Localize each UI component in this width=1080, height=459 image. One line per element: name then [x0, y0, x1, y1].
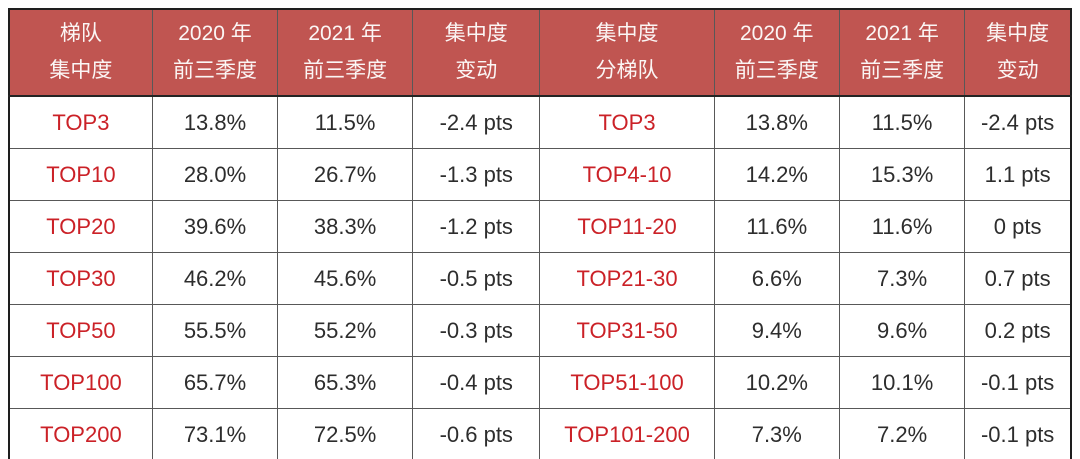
cell-2020-value: 13.8%	[151, 95, 279, 149]
cell-2020-value: 46.2%	[151, 252, 279, 305]
header-line: 2020 年	[740, 22, 814, 46]
cell-2020-value: 73.1%	[151, 408, 279, 459]
concentration-table-container: 梯队 集中度 2020 年 前三季度 2021 年 前三季度 集中度 变动	[8, 8, 1072, 459]
cell-2020-value: 55.5%	[151, 304, 279, 357]
header-2020-q1-3-left: 2020 年 前三季度	[151, 8, 279, 97]
cell-2020-value: 13.8%	[713, 95, 840, 149]
cell-change-value: -2.4 pts	[412, 95, 541, 149]
header-change-left: 集中度 变动	[412, 8, 541, 97]
header-tier-concentration: 梯队 集中度	[8, 8, 153, 97]
cell-tier-band: TOP4-10	[539, 148, 715, 201]
cell-2020-value: 65.7%	[151, 356, 279, 409]
cell-tier: TOP30	[8, 252, 153, 305]
cell-2021-value: 65.3%	[277, 356, 414, 409]
concentration-table: 梯队 集中度 2020 年 前三季度 2021 年 前三季度 集中度 变动	[8, 8, 1072, 459]
header-tier-breakdown: 集中度 分梯队	[539, 8, 715, 97]
header-line: 前三季度	[173, 58, 258, 82]
cell-tier: TOP200	[8, 408, 153, 459]
header-line: 前三季度	[734, 58, 819, 82]
table-row: TOP200 73.1% 72.5% -0.6 pts TOP101-200 7…	[8, 408, 1072, 459]
cell-2020-value: 39.6%	[151, 200, 279, 253]
table-row: TOP3 13.8% 11.5% -2.4 pts TOP3 13.8% 11.…	[8, 95, 1072, 149]
cell-2020-value: 11.6%	[713, 200, 840, 253]
cell-2021-value: 11.6%	[838, 200, 966, 253]
cell-2020-value: 7.3%	[713, 408, 840, 459]
cell-change-value: 0.7 pts	[964, 252, 1072, 305]
cell-2020-value: 6.6%	[713, 252, 840, 305]
cell-tier: TOP3	[8, 95, 153, 149]
cell-2021-value: 15.3%	[838, 148, 966, 201]
cell-change-value: 0.2 pts	[964, 304, 1072, 357]
table-row: TOP10 28.0% 26.7% -1.3 pts TOP4-10 14.2%…	[8, 148, 1072, 201]
cell-change-value: -0.1 pts	[964, 408, 1072, 459]
cell-2020-value: 9.4%	[713, 304, 840, 357]
cell-2020-value: 28.0%	[151, 148, 279, 201]
header-line: 变动	[455, 58, 498, 82]
header-2021-q1-3-right: 2021 年 前三季度	[838, 8, 966, 97]
table-row: TOP100 65.7% 65.3% -0.4 pts TOP51-100 10…	[8, 356, 1072, 409]
cell-change-value: -2.4 pts	[964, 95, 1072, 149]
header-line: 变动	[996, 58, 1039, 82]
cell-change-value: 1.1 pts	[964, 148, 1072, 201]
cell-2021-value: 72.5%	[277, 408, 414, 459]
cell-2021-value: 38.3%	[277, 200, 414, 253]
cell-2021-value: 11.5%	[838, 95, 966, 149]
cell-change-value: -0.1 pts	[964, 356, 1072, 409]
cell-2021-value: 9.6%	[838, 304, 966, 357]
header-line: 梯队	[59, 22, 102, 46]
cell-2021-value: 11.5%	[277, 95, 414, 149]
cell-tier-band: TOP101-200	[539, 408, 715, 459]
cell-2021-value: 55.2%	[277, 304, 414, 357]
header-2021-q1-3-left: 2021 年 前三季度	[277, 8, 414, 97]
header-line: 前三季度	[860, 58, 945, 82]
cell-tier: TOP10	[8, 148, 153, 201]
cell-tier: TOP20	[8, 200, 153, 253]
table-header-row: 梯队 集中度 2020 年 前三季度 2021 年 前三季度 集中度 变动	[8, 8, 1072, 97]
cell-2021-value: 10.1%	[838, 356, 966, 409]
cell-change-value: 0 pts	[964, 200, 1072, 253]
cell-2021-value: 7.2%	[838, 408, 966, 459]
header-line: 2021 年	[308, 22, 382, 46]
header-line: 分梯队	[595, 58, 659, 82]
header-line: 集中度	[49, 58, 113, 82]
table-row: TOP30 46.2% 45.6% -0.5 pts TOP21-30 6.6%…	[8, 252, 1072, 305]
cell-tier: TOP50	[8, 304, 153, 357]
cell-change-value: -0.5 pts	[412, 252, 541, 305]
cell-2020-value: 10.2%	[713, 356, 840, 409]
header-line: 集中度	[986, 22, 1050, 46]
cell-tier-band: TOP3	[539, 95, 715, 149]
cell-2021-value: 7.3%	[838, 252, 966, 305]
cell-tier-band: TOP21-30	[539, 252, 715, 305]
header-line: 2020 年	[178, 22, 252, 46]
cell-change-value: -1.2 pts	[412, 200, 541, 253]
cell-tier-band: TOP51-100	[539, 356, 715, 409]
cell-tier-band: TOP31-50	[539, 304, 715, 357]
header-line: 前三季度	[303, 58, 388, 82]
table-row: TOP20 39.6% 38.3% -1.2 pts TOP11-20 11.6…	[8, 200, 1072, 253]
cell-tier-band: TOP11-20	[539, 200, 715, 253]
header-2020-q1-3-right: 2020 年 前三季度	[713, 8, 840, 97]
header-change-right: 集中度 变动	[964, 8, 1072, 97]
cell-change-value: -0.6 pts	[412, 408, 541, 459]
cell-change-value: -0.3 pts	[412, 304, 541, 357]
cell-change-value: -1.3 pts	[412, 148, 541, 201]
header-line: 2021 年	[865, 22, 939, 46]
cell-2020-value: 14.2%	[713, 148, 840, 201]
header-line: 集中度	[595, 22, 659, 46]
cell-2021-value: 45.6%	[277, 252, 414, 305]
cell-tier: TOP100	[8, 356, 153, 409]
cell-change-value: -0.4 pts	[412, 356, 541, 409]
cell-2021-value: 26.7%	[277, 148, 414, 201]
header-line: 集中度	[444, 22, 508, 46]
table-row: TOP50 55.5% 55.2% -0.3 pts TOP31-50 9.4%…	[8, 304, 1072, 357]
